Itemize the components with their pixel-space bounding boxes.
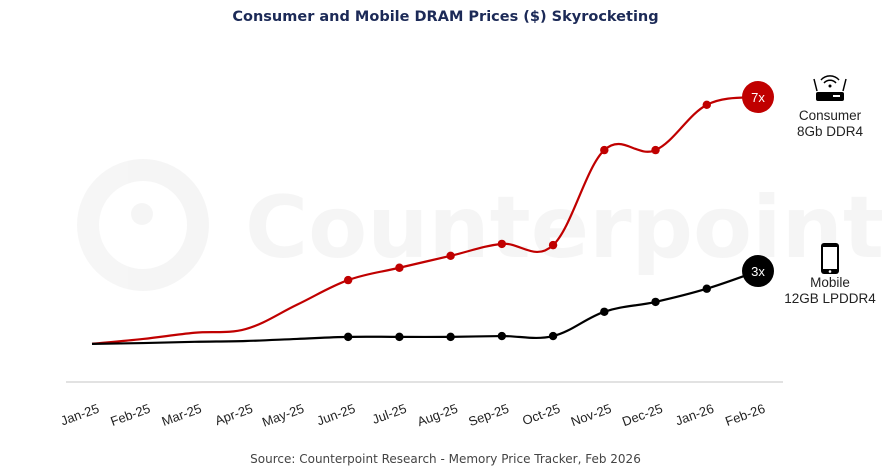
end-badge-label: 3x	[751, 264, 765, 279]
series-mobile: 3x	[91, 255, 774, 345]
data-point	[446, 332, 455, 342]
data-point	[651, 145, 660, 155]
data-point	[702, 100, 711, 110]
router-icon	[813, 75, 847, 101]
series-label: Mobile	[810, 275, 850, 290]
x-tick-label: Jul-25	[370, 401, 408, 427]
x-tick-label: Oct-25	[520, 401, 562, 428]
series-label: 8Gb DDR4	[797, 124, 864, 139]
x-tick-label: May-25	[260, 401, 306, 430]
x-tick-label: Aug-25	[415, 401, 460, 429]
data-point	[702, 284, 711, 293]
x-tick-label: Feb-25	[108, 401, 152, 429]
series-label: Consumer	[799, 108, 862, 123]
series-line	[91, 270, 759, 345]
x-tick-label: Jun-25	[315, 401, 357, 429]
end-badge-label: 7x	[751, 90, 765, 105]
end-badge	[742, 255, 774, 288]
source-note: Source: Counterpoint Research - Memory P…	[250, 452, 641, 466]
data-point	[395, 332, 404, 342]
x-tick-label: Jan-26	[673, 401, 715, 429]
x-tick-labels: Jan-25 Feb-25 Mar-25 Apr-25 May-25 Jun-25 Jul-…	[59, 401, 767, 430]
data-point	[600, 145, 609, 155]
data-point	[548, 331, 558, 341]
data-point	[600, 307, 609, 316]
series-consumer: 7x	[91, 81, 774, 345]
data-point	[446, 251, 455, 261]
data-point	[497, 239, 507, 249]
data-point	[343, 275, 353, 285]
data-point	[497, 331, 507, 341]
chart-title: Consumer and Mobile DRAM Prices ($) Skyr…	[232, 9, 659, 25]
x-tick-label: Feb-26	[723, 401, 767, 429]
x-tick-label: Mar-25	[160, 401, 204, 429]
data-point	[548, 240, 558, 250]
x-tick-label: Nov-25	[569, 401, 614, 429]
x-tick-label: Dec-25	[620, 401, 665, 429]
data-point	[395, 263, 404, 272]
series-label: 12GB LPDDR4	[784, 291, 876, 306]
x-tick-label: Jan-25	[59, 401, 101, 429]
x-tick-label: Apr-25	[213, 401, 255, 428]
data-point	[651, 297, 660, 307]
smartphone-icon	[821, 243, 839, 274]
data-point	[343, 332, 353, 342]
end-badge	[742, 81, 774, 114]
x-tick-label: Sep-25	[466, 401, 511, 429]
